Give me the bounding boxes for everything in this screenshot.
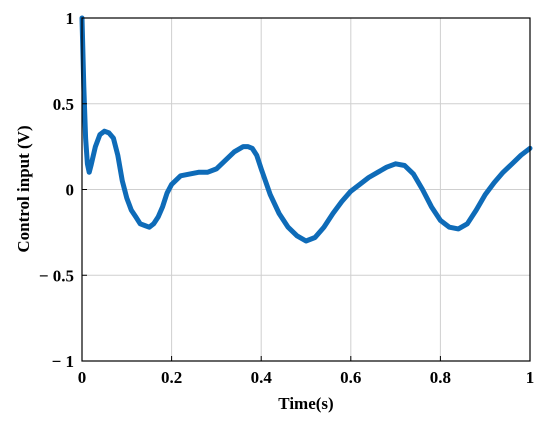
series-line: [79, 15, 533, 244]
y-axis-title: Control input (V): [14, 125, 33, 252]
x-tick-label: 1: [526, 368, 535, 387]
y-tick-label: 0: [66, 181, 75, 200]
y-tick-label: − 1: [52, 352, 74, 371]
x-axis-title: Time(s): [278, 394, 333, 413]
y-tick-label: 0.5: [53, 95, 74, 114]
x-tick-label: 0.2: [161, 368, 182, 387]
y-tick-label: − 0.5: [39, 266, 74, 285]
x-tick-label: 0: [78, 368, 87, 387]
x-tick-label: 0.6: [340, 368, 361, 387]
axis-ticks: 0 0.2 0.4 0.6 0.8 1 − 1 − 0.5 0 0.5 1: [39, 9, 534, 387]
series-group: [79, 15, 533, 244]
x-tick-label: 0.4: [251, 368, 273, 387]
y-tick-label: 1: [66, 9, 75, 28]
x-tick-label: 0.8: [430, 368, 451, 387]
